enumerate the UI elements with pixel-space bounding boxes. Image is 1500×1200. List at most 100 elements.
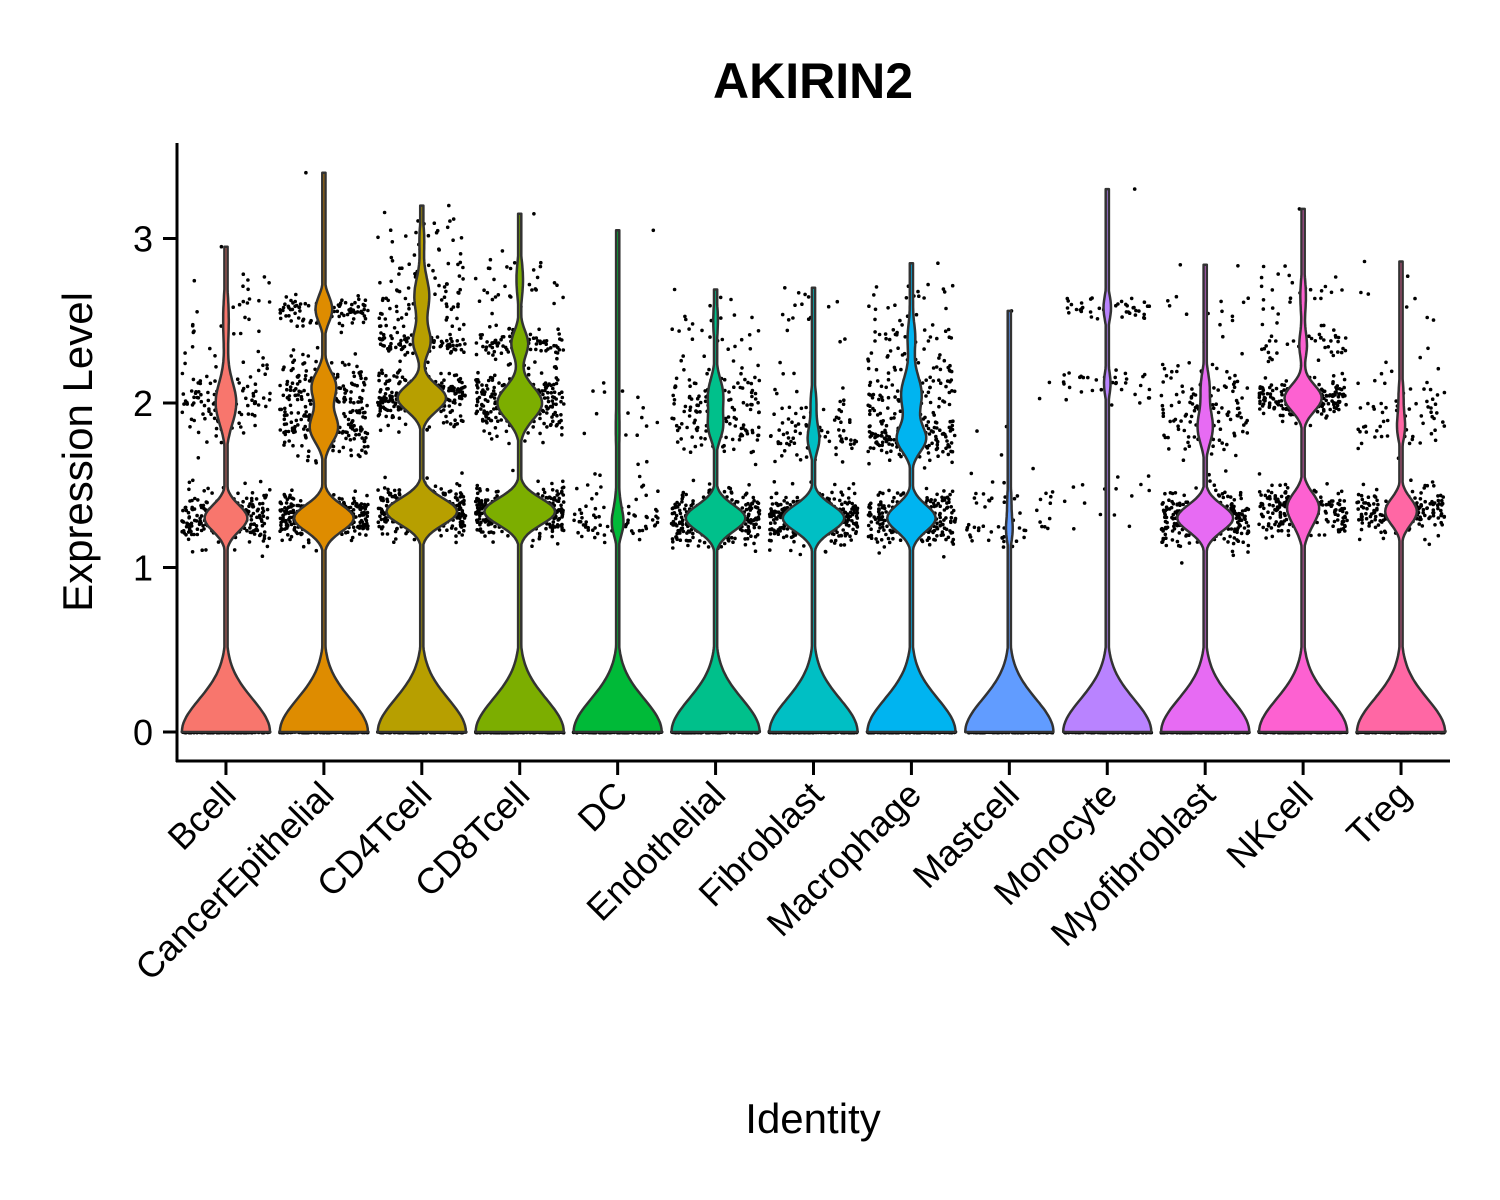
- data-point: [261, 514, 266, 518]
- data-point: [196, 430, 201, 435]
- data-point: [626, 518, 630, 522]
- data-point: [458, 287, 463, 292]
- data-point: [442, 295, 447, 300]
- data-point: [457, 512, 462, 516]
- data-point: [641, 406, 645, 410]
- data-point: [441, 492, 446, 497]
- data-point: [490, 311, 494, 316]
- data-point: [722, 489, 727, 494]
- data-point: [291, 348, 296, 352]
- data-point: [540, 389, 544, 393]
- data-point: [528, 347, 533, 352]
- data-point: [378, 428, 383, 433]
- data-point: [461, 528, 466, 533]
- data-point: [362, 307, 367, 312]
- data-point: [478, 522, 482, 527]
- data-point-max: [447, 203, 451, 208]
- data-point: [749, 534, 753, 538]
- data-point: [192, 395, 196, 400]
- data-point: [675, 440, 680, 444]
- data-point: [192, 401, 196, 405]
- data-point: [681, 494, 685, 499]
- data-point: [738, 385, 743, 390]
- data-point: [475, 483, 480, 488]
- data-point: [206, 486, 210, 491]
- data-point: [755, 500, 760, 505]
- data-point: [356, 400, 360, 404]
- data-point: [256, 349, 261, 354]
- data-point: [729, 297, 733, 302]
- data-point: [686, 529, 691, 533]
- data-point: [499, 351, 504, 356]
- data-point: [540, 494, 545, 498]
- data-point: [250, 412, 255, 417]
- data-point: [753, 505, 758, 509]
- data-point: [352, 437, 357, 441]
- data-point: [364, 376, 368, 381]
- data-point: [475, 390, 479, 395]
- data-point: [494, 415, 498, 420]
- data-point: [559, 503, 563, 508]
- data-point: [203, 416, 207, 421]
- data-point: [261, 509, 266, 513]
- data-point: [246, 278, 250, 282]
- data-point: [459, 347, 464, 352]
- data-point: [537, 327, 541, 332]
- data-point: [750, 394, 754, 399]
- data-point: [740, 506, 745, 510]
- data-point: [474, 403, 479, 408]
- data-point: [722, 541, 727, 546]
- data-point: [187, 487, 191, 492]
- data-point: [295, 324, 300, 329]
- data-point: [399, 338, 403, 343]
- data-point: [351, 508, 356, 512]
- data-point: [288, 385, 293, 389]
- data-point: [460, 393, 465, 398]
- data-point: [455, 498, 460, 502]
- data-point: [503, 284, 507, 289]
- data-point: [439, 533, 443, 538]
- data-point: [541, 340, 546, 345]
- data-point: [281, 513, 285, 518]
- data-point: [248, 526, 252, 530]
- data-point: [670, 327, 674, 332]
- data-point: [199, 392, 203, 397]
- data-point: [209, 412, 213, 417]
- data-point: [288, 510, 293, 514]
- data-point: [363, 410, 367, 415]
- data-point: [404, 234, 408, 238]
- data-point: [741, 400, 746, 405]
- data-point: [357, 297, 361, 302]
- data-point: [187, 516, 191, 520]
- data-point: [602, 533, 607, 537]
- data-point: [550, 481, 554, 486]
- data-point: [349, 538, 354, 543]
- data-point: [584, 520, 588, 524]
- data-point: [456, 262, 460, 267]
- data-point: [301, 352, 305, 357]
- data-point: [602, 505, 606, 510]
- data-point: [732, 447, 736, 452]
- data-point: [297, 305, 302, 310]
- data-point: [303, 301, 308, 306]
- data-point: [499, 418, 504, 422]
- data-point: [282, 417, 287, 422]
- data-point: [753, 391, 758, 396]
- data-point: [673, 516, 678, 521]
- data-point: [191, 478, 195, 483]
- data-point: [458, 376, 463, 381]
- data-point: [481, 404, 486, 408]
- data-point: [698, 410, 702, 414]
- data-point: [241, 431, 246, 435]
- data-point: [462, 322, 466, 327]
- data-point: [541, 392, 545, 397]
- data-point: [360, 524, 365, 528]
- data-point: [547, 522, 552, 527]
- data-point: [282, 413, 287, 418]
- data-point: [397, 405, 401, 410]
- data-point: [541, 409, 546, 414]
- data-point: [555, 283, 559, 288]
- data-point: [677, 521, 682, 526]
- data-point: [444, 414, 448, 419]
- data-point: [691, 478, 696, 483]
